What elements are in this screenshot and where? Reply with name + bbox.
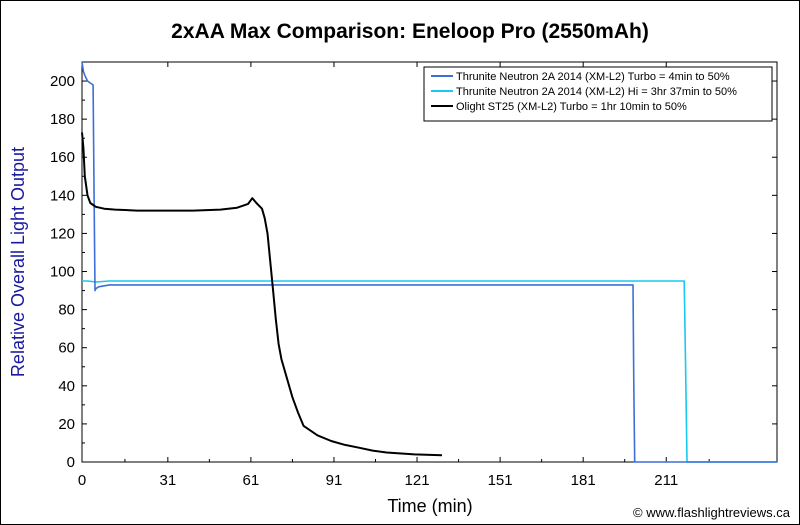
credit-text: © www.flashlightreviews.ca <box>633 505 791 520</box>
x-tick-label: 91 <box>326 472 343 489</box>
y-tick-label: 40 <box>58 378 75 395</box>
x-axis: 0 31 61 91 121 151 181 211 <box>78 62 710 489</box>
x-tick-label: 31 <box>159 472 176 489</box>
x-tick-label: 211 <box>654 472 678 489</box>
series-line-2 <box>82 280 777 463</box>
legend: Thrunite Neutron 2A 2014 (XM-L2) Turbo =… <box>423 66 773 122</box>
chart-title: 2xAA Max Comparison: Eneloop Pro (2550mA… <box>171 20 649 43</box>
legend-entry: Olight ST25 (XM-L2) Turbo = 1hr 10min to… <box>456 101 687 113</box>
series-line-3 <box>81 132 443 457</box>
y-tick-label: 200 <box>50 73 75 90</box>
legend-box <box>423 66 773 122</box>
y-tick-label: 180 <box>50 111 75 128</box>
x-tick-label: 121 <box>405 472 430 489</box>
x-axis-label: Time (min) <box>387 496 472 516</box>
legend-entry: Thrunite Neutron 2A 2014 (XM-L2) Turbo =… <box>456 71 730 83</box>
x-tick-label: 61 <box>243 472 260 489</box>
y-tick-label: 120 <box>50 225 75 242</box>
y-tick-label: 100 <box>50 264 75 281</box>
y-axis: 0 20 40 60 80 100 120 140 160 180 200 <box>50 73 777 471</box>
x-tick-label: 151 <box>488 472 513 489</box>
series-line-1 <box>81 61 777 463</box>
y-tick-label: 160 <box>50 149 75 166</box>
y-tick-label: 0 <box>67 454 75 471</box>
y-tick-label: 60 <box>58 340 75 357</box>
legend-entry: Thrunite Neutron 2A 2014 (XM-L2) Hi = 3h… <box>456 86 737 98</box>
series-layer <box>81 61 777 463</box>
x-tick-label: 181 <box>571 472 596 489</box>
y-tick-label: 20 <box>58 416 75 433</box>
plot-area <box>81 61 778 463</box>
y-axis-label: Relative Overall Light Output <box>8 147 28 377</box>
x-tick-label: 0 <box>78 472 86 489</box>
y-tick-label: 140 <box>50 187 75 204</box>
y-tick-label: 80 <box>58 302 75 319</box>
